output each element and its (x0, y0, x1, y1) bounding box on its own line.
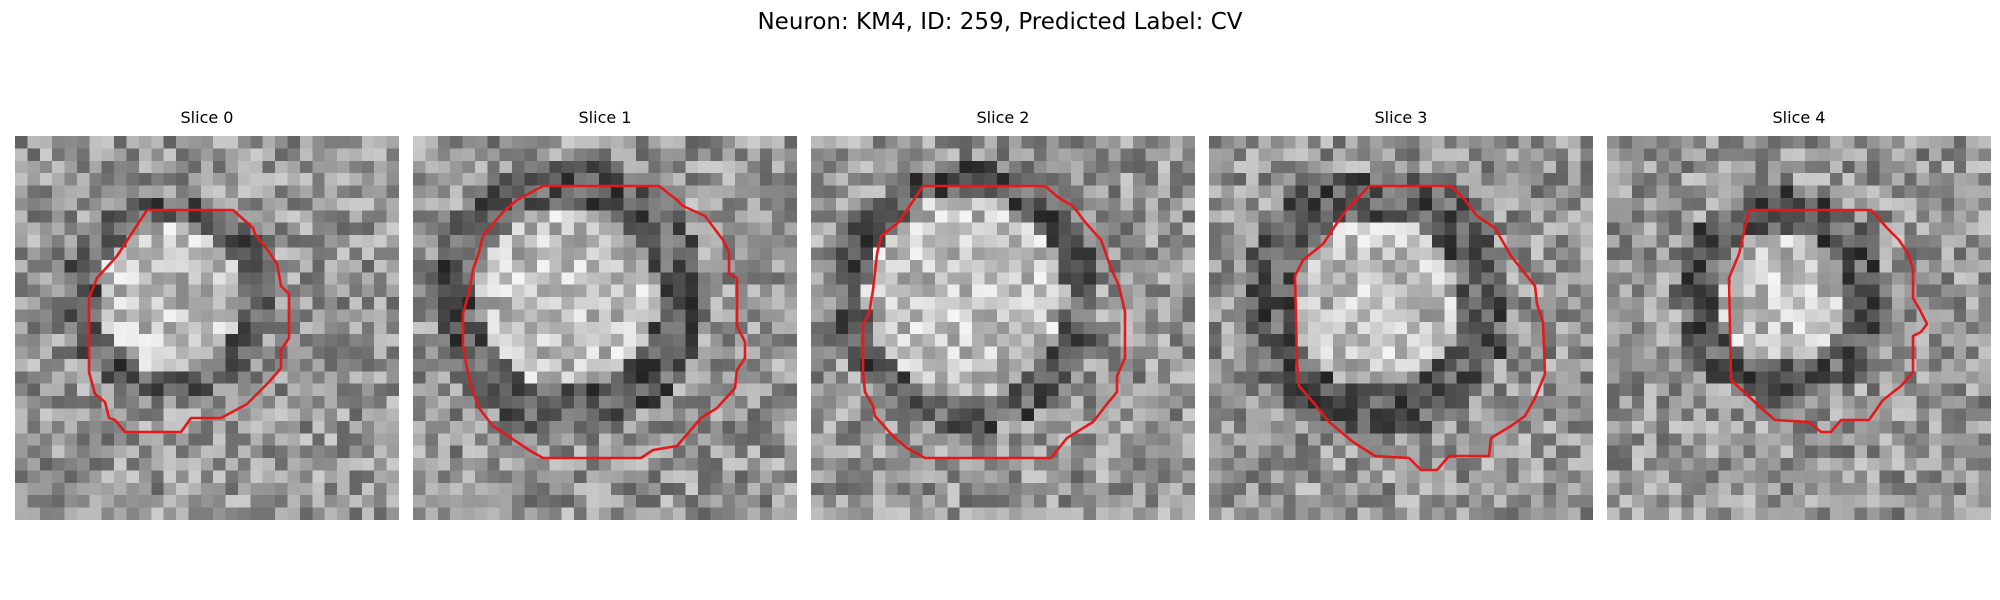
slice-image-2 (811, 136, 1195, 520)
slice-image-1 (413, 136, 797, 520)
slice-canvas-1 (413, 136, 797, 520)
slice-title-0: Slice 0 (180, 108, 234, 127)
slice-outline-2 (861, 184, 1127, 460)
slice-title-3: Slice 3 (1374, 108, 1428, 127)
slice-image-3 (1209, 136, 1593, 520)
slice-title-1: Slice 1 (578, 108, 632, 127)
slice-outline-3 (1293, 184, 1547, 472)
slice-canvas-0 (15, 136, 399, 520)
slice-outline-4 (1727, 208, 1929, 434)
slice-canvas-3 (1209, 136, 1593, 520)
slice-canvas-2 (811, 136, 1195, 520)
slice-canvas-4 (1607, 136, 1991, 520)
slice-image-0 (15, 136, 399, 520)
slice-title-4: Slice 4 (1772, 108, 1826, 127)
slice-image-4 (1607, 136, 1991, 520)
slice-outline-0 (87, 208, 291, 434)
figure-title: Neuron: KM4, ID: 259, Predicted Label: C… (757, 9, 1243, 35)
slice-title-2: Slice 2 (976, 108, 1030, 127)
slice-outline-1 (461, 184, 747, 460)
